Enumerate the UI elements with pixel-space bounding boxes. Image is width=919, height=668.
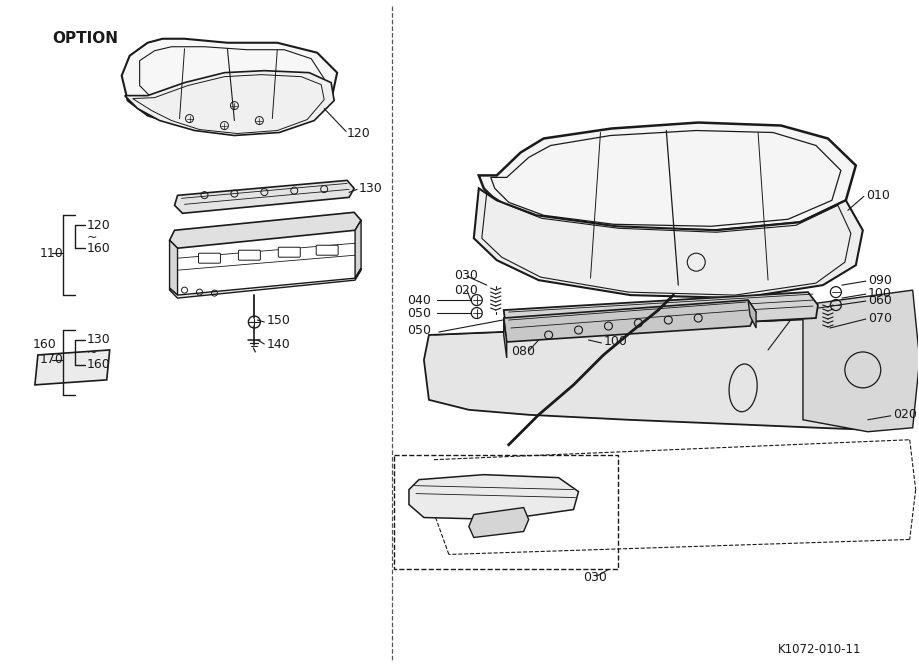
Text: 090: 090 (867, 274, 891, 287)
Text: 150: 150 (266, 313, 289, 327)
Text: 100: 100 (603, 335, 627, 349)
Text: 140: 140 (266, 339, 289, 351)
Polygon shape (355, 220, 360, 278)
Text: 160: 160 (86, 359, 110, 371)
Text: 020: 020 (453, 284, 477, 297)
Polygon shape (504, 292, 817, 335)
Polygon shape (121, 39, 336, 130)
Polygon shape (504, 300, 755, 342)
Text: K1072-010-11: K1072-010-11 (777, 643, 860, 656)
FancyBboxPatch shape (278, 247, 300, 257)
Text: 040: 040 (406, 293, 430, 307)
Text: 120: 120 (346, 127, 370, 140)
Text: 130: 130 (86, 333, 110, 347)
Polygon shape (747, 300, 755, 328)
Text: 020: 020 (891, 408, 915, 422)
Polygon shape (169, 240, 177, 295)
Text: ~: ~ (86, 230, 97, 244)
Polygon shape (478, 122, 855, 230)
Text: 070: 070 (867, 311, 891, 325)
Polygon shape (469, 508, 528, 538)
FancyBboxPatch shape (316, 245, 338, 255)
Text: 100: 100 (867, 287, 891, 300)
Polygon shape (125, 71, 334, 136)
Polygon shape (504, 318, 506, 358)
Text: 120: 120 (86, 219, 110, 232)
FancyBboxPatch shape (238, 250, 260, 261)
Text: 030: 030 (453, 269, 477, 282)
Text: 130: 130 (358, 182, 382, 195)
Text: 080: 080 (510, 345, 534, 359)
Text: 170: 170 (40, 353, 63, 367)
Polygon shape (802, 290, 919, 432)
Text: 160: 160 (86, 242, 110, 255)
Text: ~: ~ (86, 345, 97, 359)
Text: 050: 050 (406, 307, 430, 319)
Text: OPTION: OPTION (51, 31, 118, 46)
Polygon shape (169, 212, 360, 248)
Text: 160: 160 (33, 339, 57, 351)
Polygon shape (424, 315, 914, 430)
Text: 030: 030 (583, 571, 607, 584)
Polygon shape (35, 350, 109, 385)
Text: 110: 110 (40, 246, 63, 260)
Text: 060: 060 (867, 293, 891, 307)
Polygon shape (175, 180, 354, 213)
Text: 050: 050 (406, 323, 430, 337)
FancyBboxPatch shape (199, 253, 221, 263)
Polygon shape (409, 475, 578, 520)
Polygon shape (473, 188, 862, 298)
Polygon shape (169, 268, 360, 298)
Text: 010: 010 (865, 189, 889, 202)
